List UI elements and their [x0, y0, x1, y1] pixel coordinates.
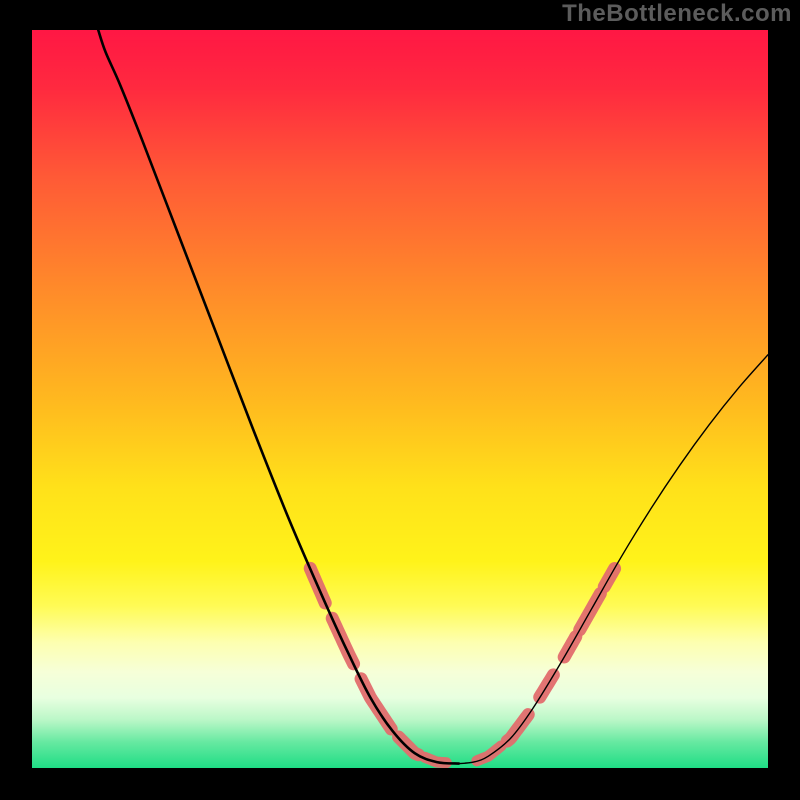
marker-layer — [310, 568, 614, 762]
frame-right — [768, 0, 800, 800]
frame-left — [0, 0, 32, 800]
watermark-text: TheBottleneck.com — [562, 0, 792, 28]
plot-area — [32, 30, 768, 768]
curve-right — [459, 355, 768, 764]
frame-bottom — [0, 768, 800, 800]
marker-segment — [477, 746, 501, 761]
chart-canvas: TheBottleneck.com — [0, 0, 800, 800]
curve-left — [98, 30, 459, 764]
curve-svg — [32, 30, 768, 768]
